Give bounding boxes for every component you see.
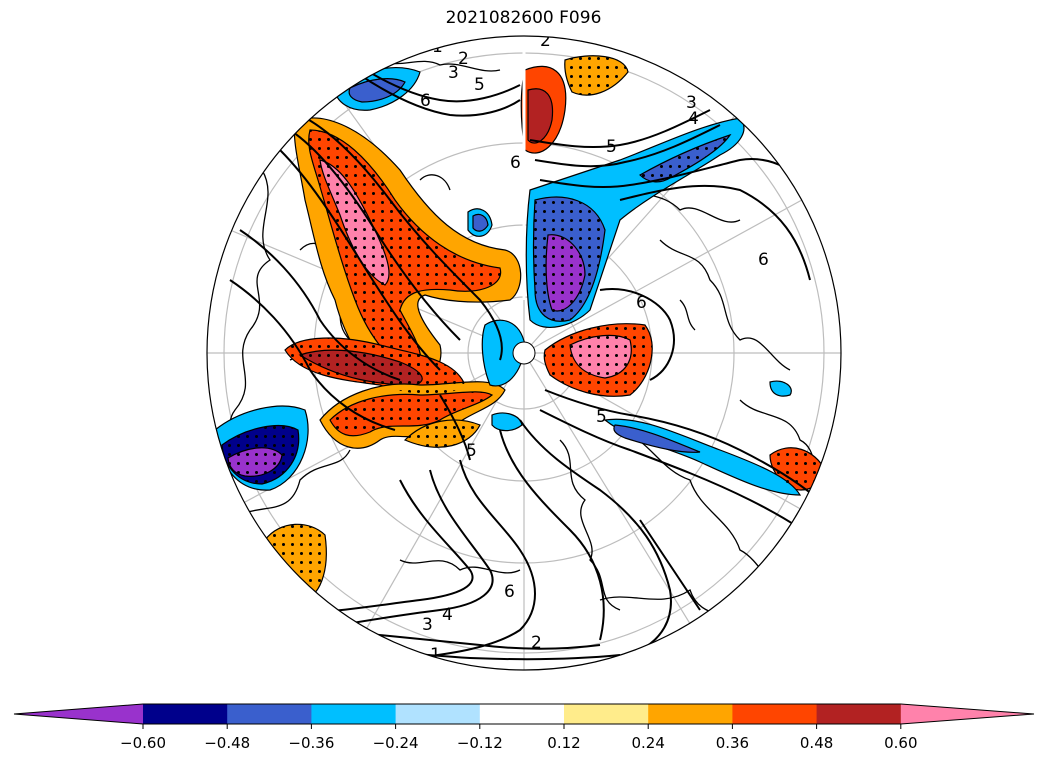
contour-label: 3 [422, 615, 433, 635]
colorbar: −0.60 −0.48 −0.36 −0.24 −0.12 0.12 0.24 0.36 0.4… [13, 703, 1035, 752]
contour-label: 4 [442, 605, 453, 625]
map-boundary [206, 35, 842, 671]
contour-label: 6 [636, 293, 647, 313]
colorbar-segment [143, 704, 228, 724]
colorbar-tick-label: −0.60 [120, 734, 166, 752]
colorbar-tick-label: −0.48 [204, 734, 250, 752]
colorbar-segment [311, 704, 397, 724]
contour-label: 5 [474, 75, 485, 95]
colorbar-tick-label: 0.24 [631, 734, 664, 752]
contour-label: 3 [448, 63, 459, 83]
contour-labels: 1 2 3 5 6 3 4 5 6 6 6 5 5 6 4 3 2 1 2 [420, 31, 769, 665]
contour-label: 2 [540, 31, 551, 51]
map-disc: 1 2 3 5 6 3 4 5 6 6 6 5 5 6 4 3 2 1 2 [207, 31, 841, 670]
colorbar-tick-label: −0.12 [457, 734, 503, 752]
contour-label: 4 [688, 109, 699, 129]
colorbar-segment [227, 704, 312, 724]
colorbar-segment [648, 704, 733, 724]
contour-label: 1 [430, 645, 441, 665]
colorbar-segment [564, 704, 649, 724]
colorbar-tick-label: 0.36 [716, 734, 749, 752]
colorbar-segment [479, 704, 565, 724]
colorbar-extend-high [900, 704, 1034, 724]
contour-label: 6 [420, 91, 431, 111]
contour-label: 5 [466, 441, 477, 461]
contour-label: 6 [504, 582, 515, 602]
colorbar-segment [395, 704, 481, 724]
contour-label: 6 [510, 153, 521, 173]
significance-stippling [222, 55, 825, 600]
colorbar-extend-low [14, 704, 143, 724]
colorbar-tick-label: 0.60 [884, 734, 917, 752]
colorbar-tick-label: −0.24 [373, 734, 419, 752]
contour-label: 3 [686, 93, 697, 113]
contour-label: 5 [606, 137, 617, 157]
contour-label: 2 [531, 633, 542, 653]
pole-marker [512, 341, 536, 365]
colorbar-segment [732, 704, 818, 724]
contour-label: 5 [596, 407, 607, 427]
contour-label: 6 [758, 250, 769, 270]
colorbar-tick-label: 0.48 [800, 734, 833, 752]
colorbar-segment [816, 704, 902, 724]
contour-label: 2 [458, 49, 469, 69]
colorbar-tick-label: −0.36 [288, 734, 334, 752]
map-title: 2021082600 F096 [445, 8, 602, 28]
colorbar-tick-label: 0.12 [547, 734, 580, 752]
